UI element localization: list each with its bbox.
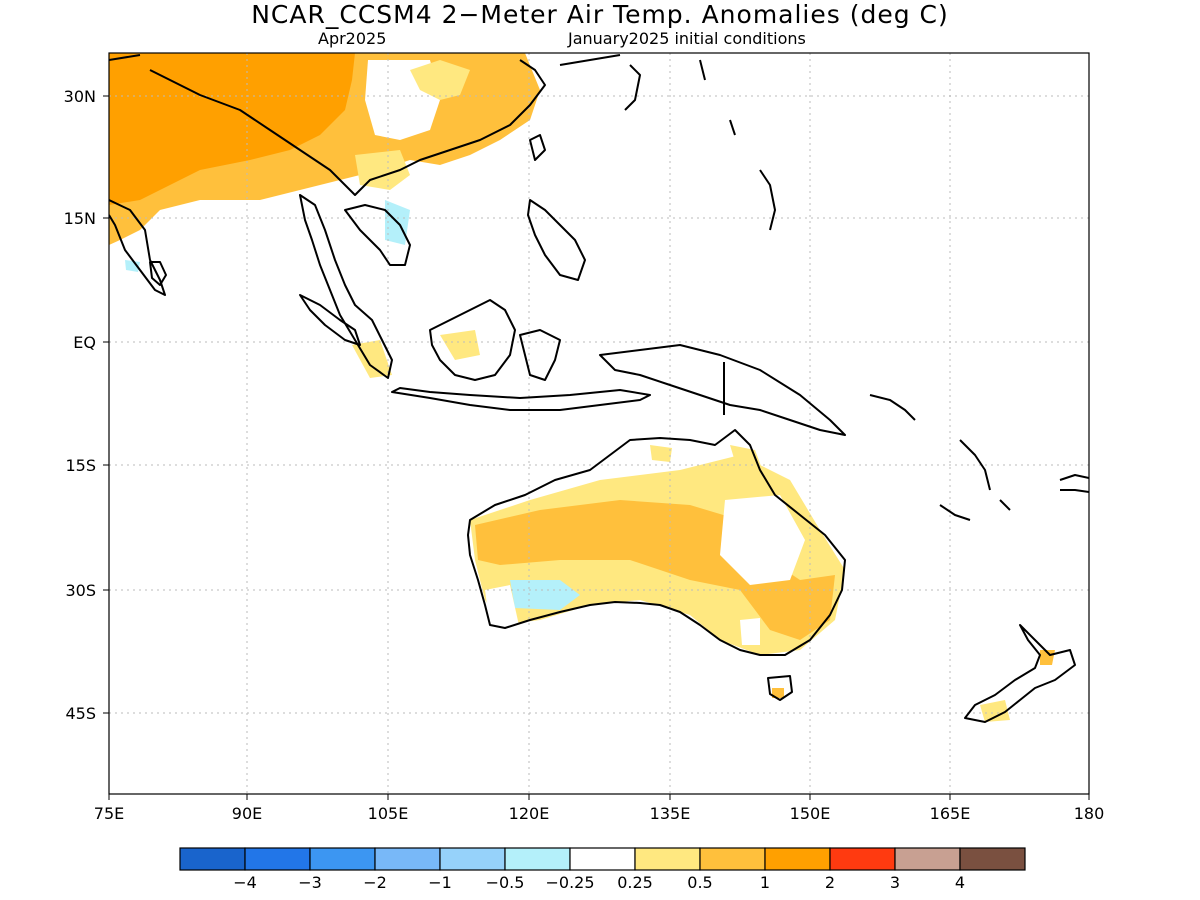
y-tick-label: 45S xyxy=(65,704,96,723)
colorbar-swatch xyxy=(244,847,311,871)
colorbar-label: 3 xyxy=(890,873,900,892)
colorbar-label: −4 xyxy=(233,873,257,892)
colorbar-label: −0.5 xyxy=(486,873,525,892)
anomaly-shading xyxy=(109,53,1055,722)
colorbar-swatch xyxy=(959,847,1026,871)
colorbar-label: −3 xyxy=(298,873,322,892)
colorbar-label: −2 xyxy=(363,873,387,892)
colorbar-label: −1 xyxy=(428,873,452,892)
colorbar-label: 0.25 xyxy=(617,873,653,892)
y-tick-label: EQ xyxy=(73,333,96,352)
colorbar-swatch xyxy=(569,847,636,871)
y-tick-label: 30S xyxy=(65,581,96,600)
colorbar-swatch xyxy=(894,847,961,871)
x-tick-label: 105E xyxy=(368,804,409,823)
colorbar-swatch xyxy=(439,847,506,871)
y-tick-label: 15N xyxy=(64,209,96,228)
x-tick-label: 90E xyxy=(232,804,262,823)
coastlines xyxy=(109,54,1089,723)
x-tick-label: 165E xyxy=(930,804,971,823)
colorbar-swatch xyxy=(179,847,246,871)
forecast-month: Apr2025 xyxy=(318,29,387,48)
x-tick-label: 135E xyxy=(650,804,691,823)
y-tick-label: 30N xyxy=(64,87,96,106)
colorbar-label: 2 xyxy=(825,873,835,892)
colorbar-swatch xyxy=(374,847,441,871)
gridlines xyxy=(109,53,1089,794)
initial-conditions: January2025 initial conditions xyxy=(568,29,806,48)
x-tick-label: 75E xyxy=(94,804,124,823)
colorbar-swatch xyxy=(504,847,571,871)
y-tick-label: 15S xyxy=(65,456,96,475)
colorbar-label: −0.25 xyxy=(545,873,594,892)
colorbar-label: 1 xyxy=(760,873,770,892)
chart-title: NCAR_CCSM4 2−Meter Air Temp. Anomalies (… xyxy=(251,0,949,29)
colorbar-swatch xyxy=(309,847,376,871)
colorbar-label: 4 xyxy=(955,873,965,892)
plot-frame xyxy=(108,52,1090,795)
colorbar-swatch xyxy=(829,847,896,871)
colorbar: −4 −3 −2 −1 −0.5 −0.25 0.25 0.5 1 2 3 4 xyxy=(179,847,1026,892)
x-tick-label: 180 xyxy=(1074,804,1105,823)
colorbar-swatch xyxy=(764,847,831,871)
x-axis: 75E 90E 105E 120E 135E 150E 165E 180 xyxy=(94,794,1105,823)
colorbar-swatch xyxy=(634,847,701,871)
x-tick-label: 120E xyxy=(509,804,550,823)
colorbar-label: 0.5 xyxy=(687,873,712,892)
x-tick-label: 150E xyxy=(790,804,831,823)
y-axis: 30N 15N EQ 15S 30S 45S xyxy=(64,87,109,723)
colorbar-swatch xyxy=(699,847,766,871)
